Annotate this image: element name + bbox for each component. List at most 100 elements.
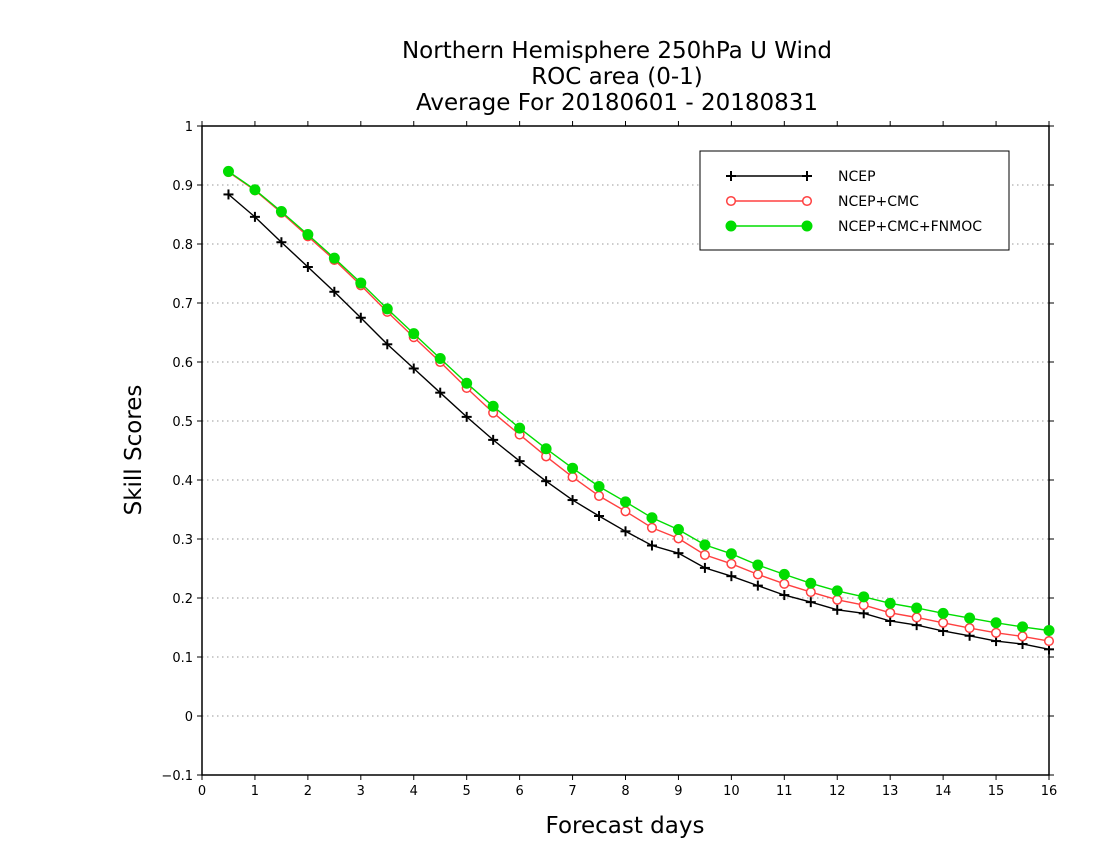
data-point-plus [752,580,763,591]
data-point-filled-circle [1017,621,1029,633]
data-point-open-circle [673,533,684,544]
x-tick-label: 13 [882,784,899,799]
y-tick-label: 0.1 [172,651,193,666]
data-point-open-circle [964,623,975,634]
legend-entry: NCEP+CMC [725,194,919,210]
data-point-filled-circle [646,512,658,524]
data-point-plus [382,339,393,350]
data-point-filled-circle [778,568,790,580]
y-tick-label: 0.4 [172,474,193,489]
data-point-filled-circle [355,277,367,289]
data-point-plus [276,237,287,248]
data-point-plus [726,571,737,582]
x-tick-label: 15 [988,784,1005,799]
data-point-plus [355,312,366,323]
x-tick-label: 12 [829,784,846,799]
series-ncep-cmc-fnmoc [222,165,1055,636]
data-point-filled-circle [990,617,1002,629]
y-tick-label: 0 [185,710,193,725]
y-tick-label: 0.8 [172,238,193,253]
legend-label: NCEP+CMC [838,194,919,210]
legend: NCEP NCEP+CMC NCEP+CMC+FNMOC [699,150,1010,251]
x-tick-label: 11 [776,784,793,799]
series-line [228,193,1050,650]
data-point-open-circle [832,594,843,605]
y-tick-label: 0.5 [172,415,193,430]
data-point-open-circle [779,578,790,589]
data-point-plus [435,387,446,398]
data-point-filled-circle [858,591,870,603]
data-point-plus [223,189,234,200]
data-point-plus [673,548,684,559]
data-point-filled-circle [249,184,261,196]
data-point-filled-circle [725,548,737,560]
data-point-plus [514,456,525,467]
data-point-plus [802,171,812,181]
data-point-open-circle [801,195,813,207]
data-point-plus [329,286,340,297]
x-tick-label: 3 [357,784,365,799]
data-point-open-circle [646,522,658,533]
data-point-filled-circle [911,602,923,614]
y-tick-label: 0.6 [172,356,193,371]
data-point-filled-circle [805,577,817,589]
data-point-plus [594,510,605,521]
x-tick-label: 1 [251,784,259,799]
data-point-open-circle [699,549,710,560]
data-point-open-circle [567,472,578,483]
x-tick-label: 8 [621,784,629,799]
y-tick-label: 0.3 [172,533,193,548]
y-axis-label: Skill Scores [121,385,147,516]
data-point-filled-circle [620,496,631,508]
data-point-filled-circle [222,165,234,177]
y-tick-label: −0.1 [161,769,193,784]
x-tick-label: 2 [304,784,312,799]
data-point-open-circle [620,506,631,517]
data-point-plus [249,211,260,222]
chart-title-line-1: Northern Hemisphere 250hPa U Wind [402,38,832,64]
data-point-filled-circle [801,220,813,232]
data-point-open-circle [885,607,896,618]
data-point-filled-circle [725,220,737,232]
x-tick-label: 16 [1041,784,1058,799]
axis-ticks: −0.100.10.20.30.40.50.60.70.80.910 1 2 3 4 5 6… [161,120,1057,799]
x-tick-label: 9 [674,784,682,799]
data-point-filled-circle [699,539,711,551]
data-point-filled-circle [1043,624,1055,636]
data-point-plus [646,540,657,551]
y-tick-label: 0.7 [172,297,193,312]
data-point-open-circle [593,490,605,501]
data-point-plus [408,363,419,374]
data-point-open-circle [752,569,763,580]
data-point-filled-circle [302,229,314,241]
data-point-plus [302,262,313,273]
data-point-plus [567,495,578,506]
data-point-plus [620,526,631,537]
data-point-filled-circle [593,480,605,492]
data-point-plus [541,476,552,487]
x-tick-label: 4 [410,784,418,799]
x-axis-label: Forecast days [546,813,705,839]
data-point-plus [726,171,736,181]
data-point-open-circle [805,587,816,598]
data-point-open-circle [726,558,737,569]
chart-title-line-3: Average For 20180601 - 20180831 [416,90,818,116]
y-tick-label: 0.9 [172,179,193,194]
data-point-filled-circle [461,377,473,389]
data-point-filled-circle [884,597,896,609]
data-point-open-circle [911,612,922,623]
chart-title-line-2: ROC area (0-1) [531,64,703,90]
data-point-filled-circle [964,612,976,624]
data-point-filled-circle [275,206,287,218]
data-point-filled-circle [672,524,684,536]
data-point-open-circle [991,627,1002,638]
data-point-open-circle [1043,636,1055,647]
data-point-filled-circle [831,585,843,597]
x-tick-label: 0 [198,784,206,799]
data-point-open-circle [725,195,737,207]
data-point-filled-circle [514,422,526,434]
data-point-filled-circle [752,559,764,571]
legend-entry: NCEP [726,169,876,185]
x-tick-label: 14 [935,784,952,799]
